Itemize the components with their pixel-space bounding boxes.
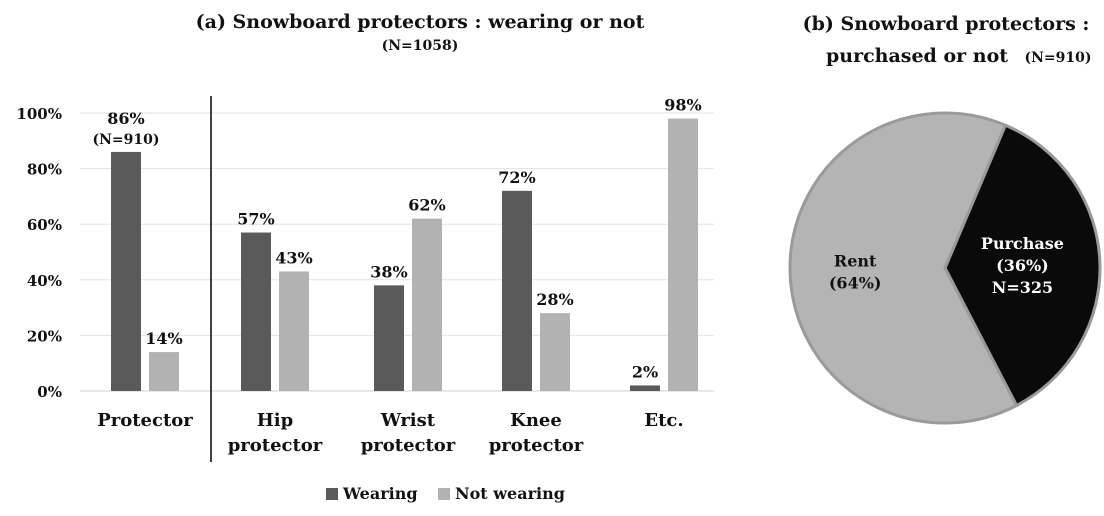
pie-label-rent-line-1: Rent xyxy=(834,252,877,271)
bar-wearing-protector xyxy=(111,151,141,391)
legend-label-wearing: Wearing xyxy=(342,484,418,503)
y-tick-label-0: 0% xyxy=(37,383,62,401)
bar-wearing-wrist-protector xyxy=(374,285,404,391)
y-tick-label-80: 80% xyxy=(27,161,62,179)
bar-not-wearing-etc xyxy=(668,118,698,391)
category-label-wrist-protector-line-2: protector xyxy=(361,435,456,456)
legend-label-not-wearing: Not wearing xyxy=(455,484,565,503)
bar-not-wearing-wrist-protector xyxy=(412,218,442,391)
pie-slice-purchase xyxy=(943,123,1102,408)
bar-series: 86% 14% 57%43% 38% 62% 72% 28% 2% 98% (N=910) xyxy=(93,96,702,391)
y-tick-label-60: 60% xyxy=(27,216,62,234)
bar-chart-title: (a) Snowboard protectors : wearing or no… xyxy=(196,11,645,33)
y-tick-label-100: 100% xyxy=(16,105,62,123)
category-label-hip-protector-line-1: Hip xyxy=(257,410,293,431)
category-label-wrist-protector-line-1: Wrist xyxy=(380,410,436,431)
data-label-wearing-etc: 2% xyxy=(632,362,658,381)
legend-swatch-wearing xyxy=(326,488,338,500)
data-label-wearing-wrist-protector: 38% xyxy=(370,262,407,281)
category-label-hip-protector-line-2: protector xyxy=(228,435,323,456)
data-label-wearing-hip-protector: 57% xyxy=(237,210,274,229)
bar-wearing-etc xyxy=(630,385,660,391)
pie-slice-rent xyxy=(788,111,1019,425)
data-label-not-wearing-wrist-protector: 62% xyxy=(408,196,445,215)
bar-chart-subtitle: (N=1058) xyxy=(382,38,459,54)
bar-not-wearing-knee-protector xyxy=(540,313,570,391)
pie-label-purchase-line-3: N=325 xyxy=(992,278,1053,297)
data-label-wearing-knee-protector: 72% xyxy=(498,168,535,187)
legend: Wearing Not wearing xyxy=(326,484,565,503)
category-label-etc: Etc. xyxy=(644,410,683,431)
data-label-not-wearing-protector: 14% xyxy=(145,329,182,348)
bar-wearing-hip-protector xyxy=(241,232,271,391)
pie-label-rent-line-2: (64%) xyxy=(829,274,882,293)
category-label-protector: Protector xyxy=(97,410,193,431)
data-label-not-wearing-knee-protector: 28% xyxy=(536,290,573,309)
annotation-n-910: (N=910) xyxy=(93,132,160,148)
bar-not-wearing-protector xyxy=(149,352,179,391)
pie-chart-title-line-1: (b) Snowboard protectors : xyxy=(803,13,1090,35)
y-tick-label-20: 20% xyxy=(27,327,62,345)
pie-chart-title-n: (N=910) xyxy=(1025,50,1092,66)
x-axis-categories: Protector Hip protector Wrist protector Knee p… xyxy=(97,410,683,456)
bar-not-wearing-hip-protector xyxy=(279,271,309,391)
data-label-not-wearing-hip-protector: 43% xyxy=(275,248,312,267)
y-axis-ticks: 0% 20% 40% 60% 80% 100% xyxy=(16,105,62,401)
data-label-not-wearing-etc: 98% xyxy=(664,96,701,115)
y-gridlines xyxy=(80,112,714,336)
legend-swatch-not-wearing xyxy=(438,488,450,500)
pie-label-purchase-line-2: (36%) xyxy=(996,256,1049,275)
pie-label-purchase-line-1: Purchase xyxy=(981,234,1064,253)
data-label-wearing-protector: 86% xyxy=(107,109,144,128)
bar-wearing-knee-protector xyxy=(502,190,532,391)
pie-chart-title-line-2: purchased or not xyxy=(826,45,1008,67)
pie-chart: Purchase (36%) N=325 Rent (64%) xyxy=(788,111,1102,425)
y-tick-label-40: 40% xyxy=(27,272,62,290)
category-label-knee-protector-line-2: protector xyxy=(489,435,584,456)
category-label-knee-protector-line-1: Knee xyxy=(510,410,562,431)
